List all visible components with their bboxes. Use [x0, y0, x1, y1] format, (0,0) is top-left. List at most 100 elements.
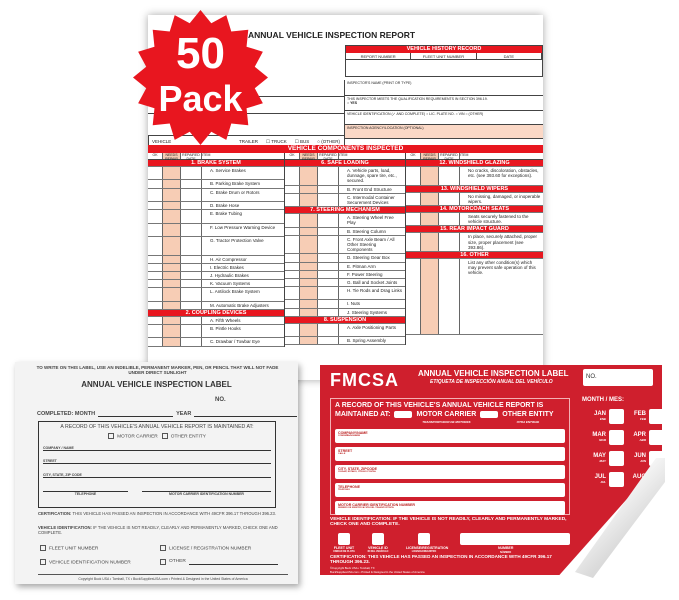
red-label-field[interactable]: STREET CALLE — [335, 447, 565, 461]
other-line[interactable] — [188, 559, 278, 565]
repaired-date-cell[interactable] — [181, 236, 202, 255]
repaired-date-cell[interactable] — [318, 214, 339, 227]
red-label-field[interactable]: COMPANY/NAME COMPAÑÍA/NOMBRE — [335, 429, 565, 443]
ok-cell[interactable] — [148, 180, 163, 188]
repaired-date-cell[interactable] — [181, 263, 202, 271]
needs-repair-cell[interactable] — [163, 301, 181, 309]
repaired-date-cell[interactable] — [181, 338, 202, 346]
repaired-date-cell[interactable] — [181, 210, 202, 223]
ok-cell[interactable] — [285, 193, 300, 207]
telephone-line[interactable]: TELEPHONE — [43, 491, 128, 496]
needs-repair-cell[interactable] — [163, 255, 181, 263]
other-checkbox[interactable] — [160, 559, 166, 565]
ok-cell[interactable] — [148, 188, 163, 201]
month-checkbox[interactable] — [609, 430, 624, 445]
ok-cell[interactable] — [406, 167, 421, 185]
repaired-date-cell[interactable] — [181, 180, 202, 188]
needs-repair-cell[interactable] — [300, 287, 318, 300]
needs-repair-cell[interactable] — [300, 167, 318, 185]
mcid-line[interactable]: MOTOR CARRIER IDENTIFICATION NUMBER — [142, 491, 271, 496]
red-label-field[interactable]: MOTOR CARRIER IDENTIFICATION NUMBER NÚMER… — [335, 501, 565, 515]
red-label-field[interactable]: TELEPHONE TELÉFONO — [335, 483, 565, 497]
other-entity-checkbox[interactable] — [480, 411, 499, 418]
needs-repair-cell[interactable] — [300, 278, 318, 287]
ok-cell[interactable] — [285, 278, 300, 287]
id-option-checkbox[interactable] — [338, 533, 350, 545]
no-field[interactable]: NO. — [583, 369, 653, 386]
ok-cell[interactable] — [285, 262, 300, 270]
needs-repair-cell[interactable] — [300, 270, 318, 278]
needs-repair-cell[interactable] — [163, 271, 181, 280]
ok-cell[interactable] — [285, 235, 300, 254]
repaired-date-cell[interactable] — [181, 223, 202, 236]
needs-repair-cell[interactable] — [163, 280, 181, 288]
repaired-date-cell[interactable] — [181, 316, 202, 325]
repaired-date-cell[interactable] — [439, 192, 460, 205]
repaired-date-cell[interactable] — [181, 255, 202, 263]
repaired-date-cell[interactable] — [318, 193, 339, 207]
repaired-date-cell[interactable] — [318, 235, 339, 254]
license-option[interactable]: LICENSE / REGISTRATION NUMBER — [160, 545, 251, 551]
ok-cell[interactable] — [406, 212, 421, 226]
needs-repair-cell[interactable] — [421, 258, 439, 334]
ok-cell[interactable] — [285, 337, 300, 345]
needs-repair-cell[interactable] — [163, 236, 181, 255]
repaired-date-cell[interactable] — [439, 233, 460, 251]
needs-repair-cell[interactable] — [421, 167, 439, 185]
street-line[interactable]: STREET — [43, 459, 271, 465]
id-option-checkbox[interactable] — [372, 533, 384, 545]
other-option[interactable]: OTHER — [160, 559, 278, 565]
motor-carrier-checkbox[interactable] — [108, 433, 115, 439]
repaired-date-cell[interactable] — [181, 271, 202, 280]
motor-carrier-checkbox[interactable] — [394, 411, 413, 418]
year-line[interactable] — [194, 411, 297, 417]
ok-cell[interactable] — [148, 301, 163, 309]
repaired-date-cell[interactable] — [181, 280, 202, 288]
needs-repair-cell[interactable] — [163, 188, 181, 201]
needs-repair-cell[interactable] — [163, 288, 181, 301]
repaired-date-cell[interactable] — [318, 323, 339, 337]
ok-cell[interactable] — [148, 338, 163, 346]
repaired-date-cell[interactable] — [318, 262, 339, 270]
needs-repair-cell[interactable] — [163, 223, 181, 236]
ok-cell[interactable] — [285, 300, 300, 308]
needs-repair-cell[interactable] — [300, 193, 318, 207]
ok-cell[interactable] — [285, 308, 300, 316]
red-label-field[interactable]: CITY, STATE, ZIPCODE CIUDAD, ESTADO, CÓDI… — [335, 465, 565, 479]
repaired-date-cell[interactable] — [318, 185, 339, 193]
vin-checkbox[interactable] — [40, 559, 46, 565]
company-line[interactable]: COMPANY / NAME — [43, 446, 271, 452]
needs-repair-cell[interactable] — [163, 210, 181, 223]
repaired-date-cell[interactable] — [181, 301, 202, 309]
ok-cell[interactable] — [148, 263, 163, 271]
ok-cell[interactable] — [148, 210, 163, 223]
ok-cell[interactable] — [148, 255, 163, 263]
repaired-date-cell[interactable] — [318, 167, 339, 185]
month-checkbox[interactable] — [609, 472, 624, 487]
ok-cell[interactable] — [285, 323, 300, 337]
city-line[interactable]: CITY, STATE, ZIP CODE — [43, 473, 271, 479]
needs-repair-cell[interactable] — [300, 337, 318, 345]
ok-cell[interactable] — [148, 223, 163, 236]
ok-cell[interactable] — [285, 227, 300, 235]
needs-repair-cell[interactable] — [421, 212, 439, 226]
needs-repair-cell[interactable] — [300, 323, 318, 337]
ok-cell[interactable] — [148, 167, 163, 180]
needs-repair-cell[interactable] — [163, 263, 181, 271]
repaired-date-cell[interactable] — [439, 212, 460, 226]
ok-cell[interactable] — [285, 185, 300, 193]
repaired-date-cell[interactable] — [318, 254, 339, 262]
month-checkbox[interactable] — [649, 430, 662, 445]
needs-repair-cell[interactable] — [300, 227, 318, 235]
needs-repair-cell[interactable] — [163, 325, 181, 338]
ok-cell[interactable] — [148, 271, 163, 280]
vin-option[interactable]: VEHICLE IDENTIFICATION NUMBER — [40, 559, 131, 565]
ok-cell[interactable] — [148, 288, 163, 301]
repaired-date-cell[interactable] — [318, 337, 339, 345]
ok-cell[interactable] — [148, 325, 163, 338]
ok-cell[interactable] — [285, 214, 300, 227]
needs-repair-cell[interactable] — [163, 338, 181, 346]
needs-repair-cell[interactable] — [300, 262, 318, 270]
repaired-date-cell[interactable] — [318, 287, 339, 300]
ok-cell[interactable] — [148, 236, 163, 255]
